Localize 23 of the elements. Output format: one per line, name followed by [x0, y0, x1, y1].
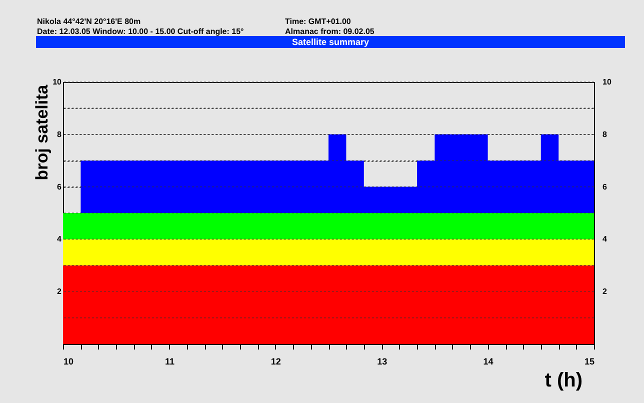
text: Almanac from: 09.02.05	[285, 27, 375, 36]
y-tick-label: 2	[57, 287, 62, 296]
x-tick-label: 15	[584, 356, 594, 366]
y2-tick-label: 2	[602, 287, 608, 296]
x-axis-title: t (h)	[544, 370, 582, 392]
y-tick-label: 4	[57, 234, 62, 244]
y-tick-label: 8	[57, 130, 62, 139]
text: Nikola 44°42'N 20°16'E 80m	[37, 17, 141, 26]
y-axis-title: broj satelita	[32, 84, 52, 180]
x-tick-label: 14	[483, 356, 494, 366]
y-tick-label: 10	[52, 78, 62, 86]
text: Date: 12.03.05 Window: 10.00 - 15.00 Cut-off angle: 15°	[37, 27, 244, 36]
x-tick-label: 10	[64, 356, 74, 366]
x-tick-label: 12	[270, 356, 281, 366]
chart-title: Satellite summary	[292, 37, 370, 47]
x-tick-label: 13	[377, 356, 388, 366]
y-tick-label: 6	[57, 182, 62, 192]
x-tick-label: 11	[164, 356, 174, 366]
y2-tick-label: 6	[602, 182, 608, 192]
y2-tick-label: 8	[602, 130, 608, 139]
y2-tick-label: 4	[602, 234, 608, 244]
y2-tick-label: 10	[602, 78, 612, 86]
text: Time: GMT+01.00	[285, 17, 352, 26]
